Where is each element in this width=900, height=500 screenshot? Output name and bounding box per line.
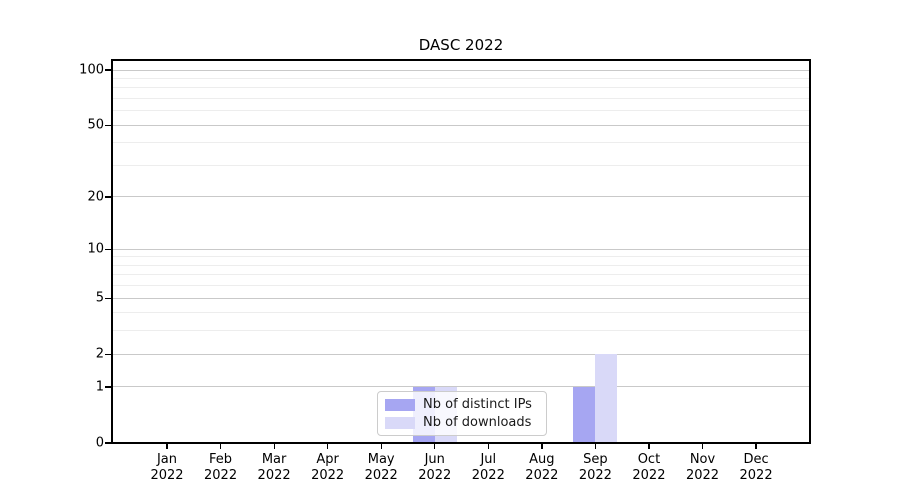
x-tick-mark [166,443,168,449]
x-tick-label: Aug 2022 [507,452,577,484]
x-tick-year: 2022 [418,468,452,483]
legend-row-downloads: Nb of downloads [385,415,539,430]
legend-label-distinct-ips: Nb of distinct IPs [423,397,532,412]
y-tick-label: 100 [79,62,104,78]
legend-swatch-distinct-ips-icon [385,398,415,411]
gridline-major [112,196,810,198]
x-tick-label: Apr 2022 [293,452,363,484]
legend-row-distinct-ips: Nb of distinct IPs [385,397,539,412]
gridline-major [112,124,810,126]
x-tick-year: 2022 [311,468,345,483]
x-tick-month: Apr [316,452,339,467]
x-tick-year: 2022 [150,468,184,483]
x-tick-label: Nov 2022 [668,452,738,484]
x-tick-label: Mar 2022 [239,452,309,484]
x-tick-month: Jun [424,452,445,467]
chart-title: DASC 2022 [418,36,504,54]
x-tick-year: 2022 [685,468,720,483]
x-tick-mark [327,443,329,449]
x-tick-year: 2022 [632,468,666,483]
x-tick-month: Mar [261,452,287,467]
legend-swatch-downloads-icon [385,416,415,429]
x-tick-month: Dec [743,452,769,467]
gridline-minor [112,285,810,287]
y-tick-label: 1 [95,379,104,395]
gridline-major [112,248,810,250]
y-tick-mark [105,386,112,388]
x-tick-mark [219,443,222,449]
gridline-minor [112,164,810,166]
x-tick-year: 2022 [739,468,773,483]
x-tick-label: Dec 2022 [721,452,791,484]
x-tick-mark [755,443,757,449]
y-tick-mark [105,196,112,198]
gridline-minor [112,312,810,314]
gridline-major [112,353,810,355]
x-tick-mark [380,443,382,449]
x-tick-year: 2022 [578,468,612,483]
x-tick-mark [487,443,489,449]
gridline-minor [112,87,810,89]
x-tick-month: Feb [209,452,233,467]
y-tick-mark [105,297,112,299]
x-tick-year: 2022 [471,468,505,483]
axis-spine-top [111,59,811,61]
gridline-minor [112,142,810,144]
x-tick-month: Jan [156,452,178,467]
x-tick-year: 2022 [204,468,238,483]
x-tick-mark [273,443,275,449]
y-tick-label: 20 [87,189,104,205]
y-tick-mark [105,124,112,126]
x-tick-label: Jun 2022 [400,452,470,484]
x-tick-year: 2022 [364,468,398,483]
legend-label-downloads: Nb of downloads [423,415,532,430]
x-tick-month: Sep [583,452,608,467]
y-tick-label: 50 [87,117,104,133]
y-tick-label: 2 [95,346,104,362]
x-tick-mark [541,443,543,449]
gridline-minor [112,77,810,79]
x-tick-month: May [367,452,395,467]
y-tick-mark [105,442,112,444]
y-tick-label: 0 [95,435,104,451]
x-tick-year: 2022 [525,468,559,483]
y-tick-mark [105,69,112,71]
gridline-minor [112,330,810,332]
x-tick-month: Nov [689,452,716,467]
gridline-minor [112,110,810,112]
x-tick-label: Sep 2022 [560,452,630,484]
axis-spine-bottom [111,442,811,444]
y-tick-mark [105,353,112,355]
y-tick-label: 10 [87,241,104,257]
y-tick-mark [105,248,112,250]
bar-distinct-ips [573,386,596,443]
gridline-major [112,386,810,388]
x-tick-year: 2022 [257,468,291,483]
x-tick-label: Oct 2022 [614,452,684,484]
legend: Nb of distinct IPs Nb of downloads [377,391,547,436]
y-tick-label: 5 [95,290,104,306]
x-tick-label: Jan 2022 [132,452,202,484]
x-tick-mark [648,443,650,449]
x-tick-mark [594,443,597,449]
x-tick-month: Oct [637,452,661,467]
gridline-major [112,297,810,299]
x-tick-month: Aug [529,452,555,467]
x-tick-mark [434,443,436,449]
x-tick-label: May 2022 [346,452,416,484]
gridline-minor [112,264,810,266]
x-tick-label: Jul 2022 [453,452,523,484]
gridline-minor [112,97,810,99]
x-tick-mark [701,443,704,449]
gridline-minor [112,256,810,258]
gridline-major [112,69,810,71]
x-tick-month: Jul [480,452,497,467]
gridline-minor [112,274,810,276]
bar-downloads [595,354,618,443]
x-tick-label: Feb 2022 [186,452,256,484]
axis-spine-left [111,60,113,444]
axis-spine-right [809,60,811,444]
